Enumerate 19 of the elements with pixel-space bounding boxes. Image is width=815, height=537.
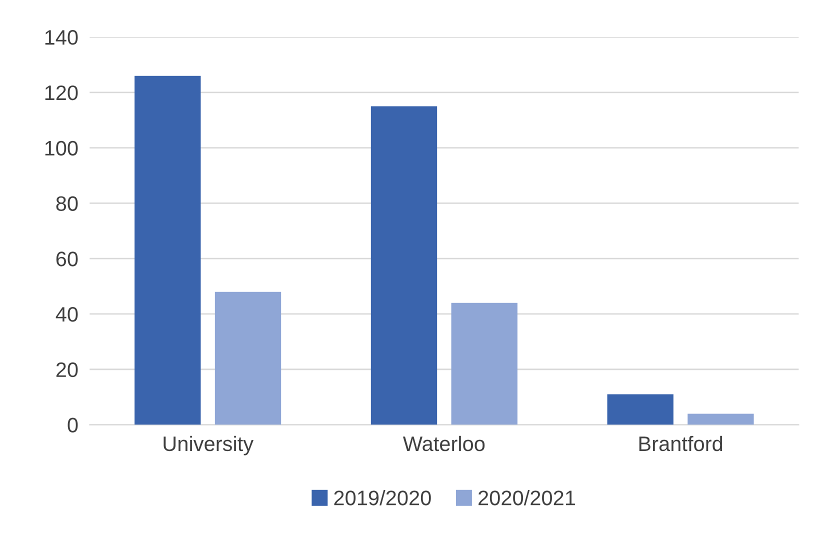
- y-tick-label: 120: [45, 85, 78, 100]
- bar: [370, 106, 438, 425]
- y-tick-label: 60: [56, 252, 78, 266]
- legend-label: 2019/2020: [334, 490, 431, 506]
- x-tick-label: Brantford: [639, 436, 722, 452]
- bar: [451, 302, 518, 425]
- y-tick-label: 40: [56, 306, 78, 322]
- x-tick-label: Waterloo: [402, 436, 485, 452]
- bar: [134, 76, 201, 425]
- bar: [688, 414, 754, 425]
- legend-label: 2020/2021: [478, 490, 575, 506]
- y-tick-label: 100: [45, 140, 78, 156]
- y-tick-label: 140: [45, 30, 78, 45]
- bar: [214, 292, 282, 425]
- bar: [607, 394, 674, 425]
- y-tick-label: 20: [56, 362, 78, 378]
- x-tick-label: University: [164, 436, 254, 456]
- y-tick-label: 0: [68, 418, 78, 433]
- y-tick-label: 80: [56, 196, 78, 211]
